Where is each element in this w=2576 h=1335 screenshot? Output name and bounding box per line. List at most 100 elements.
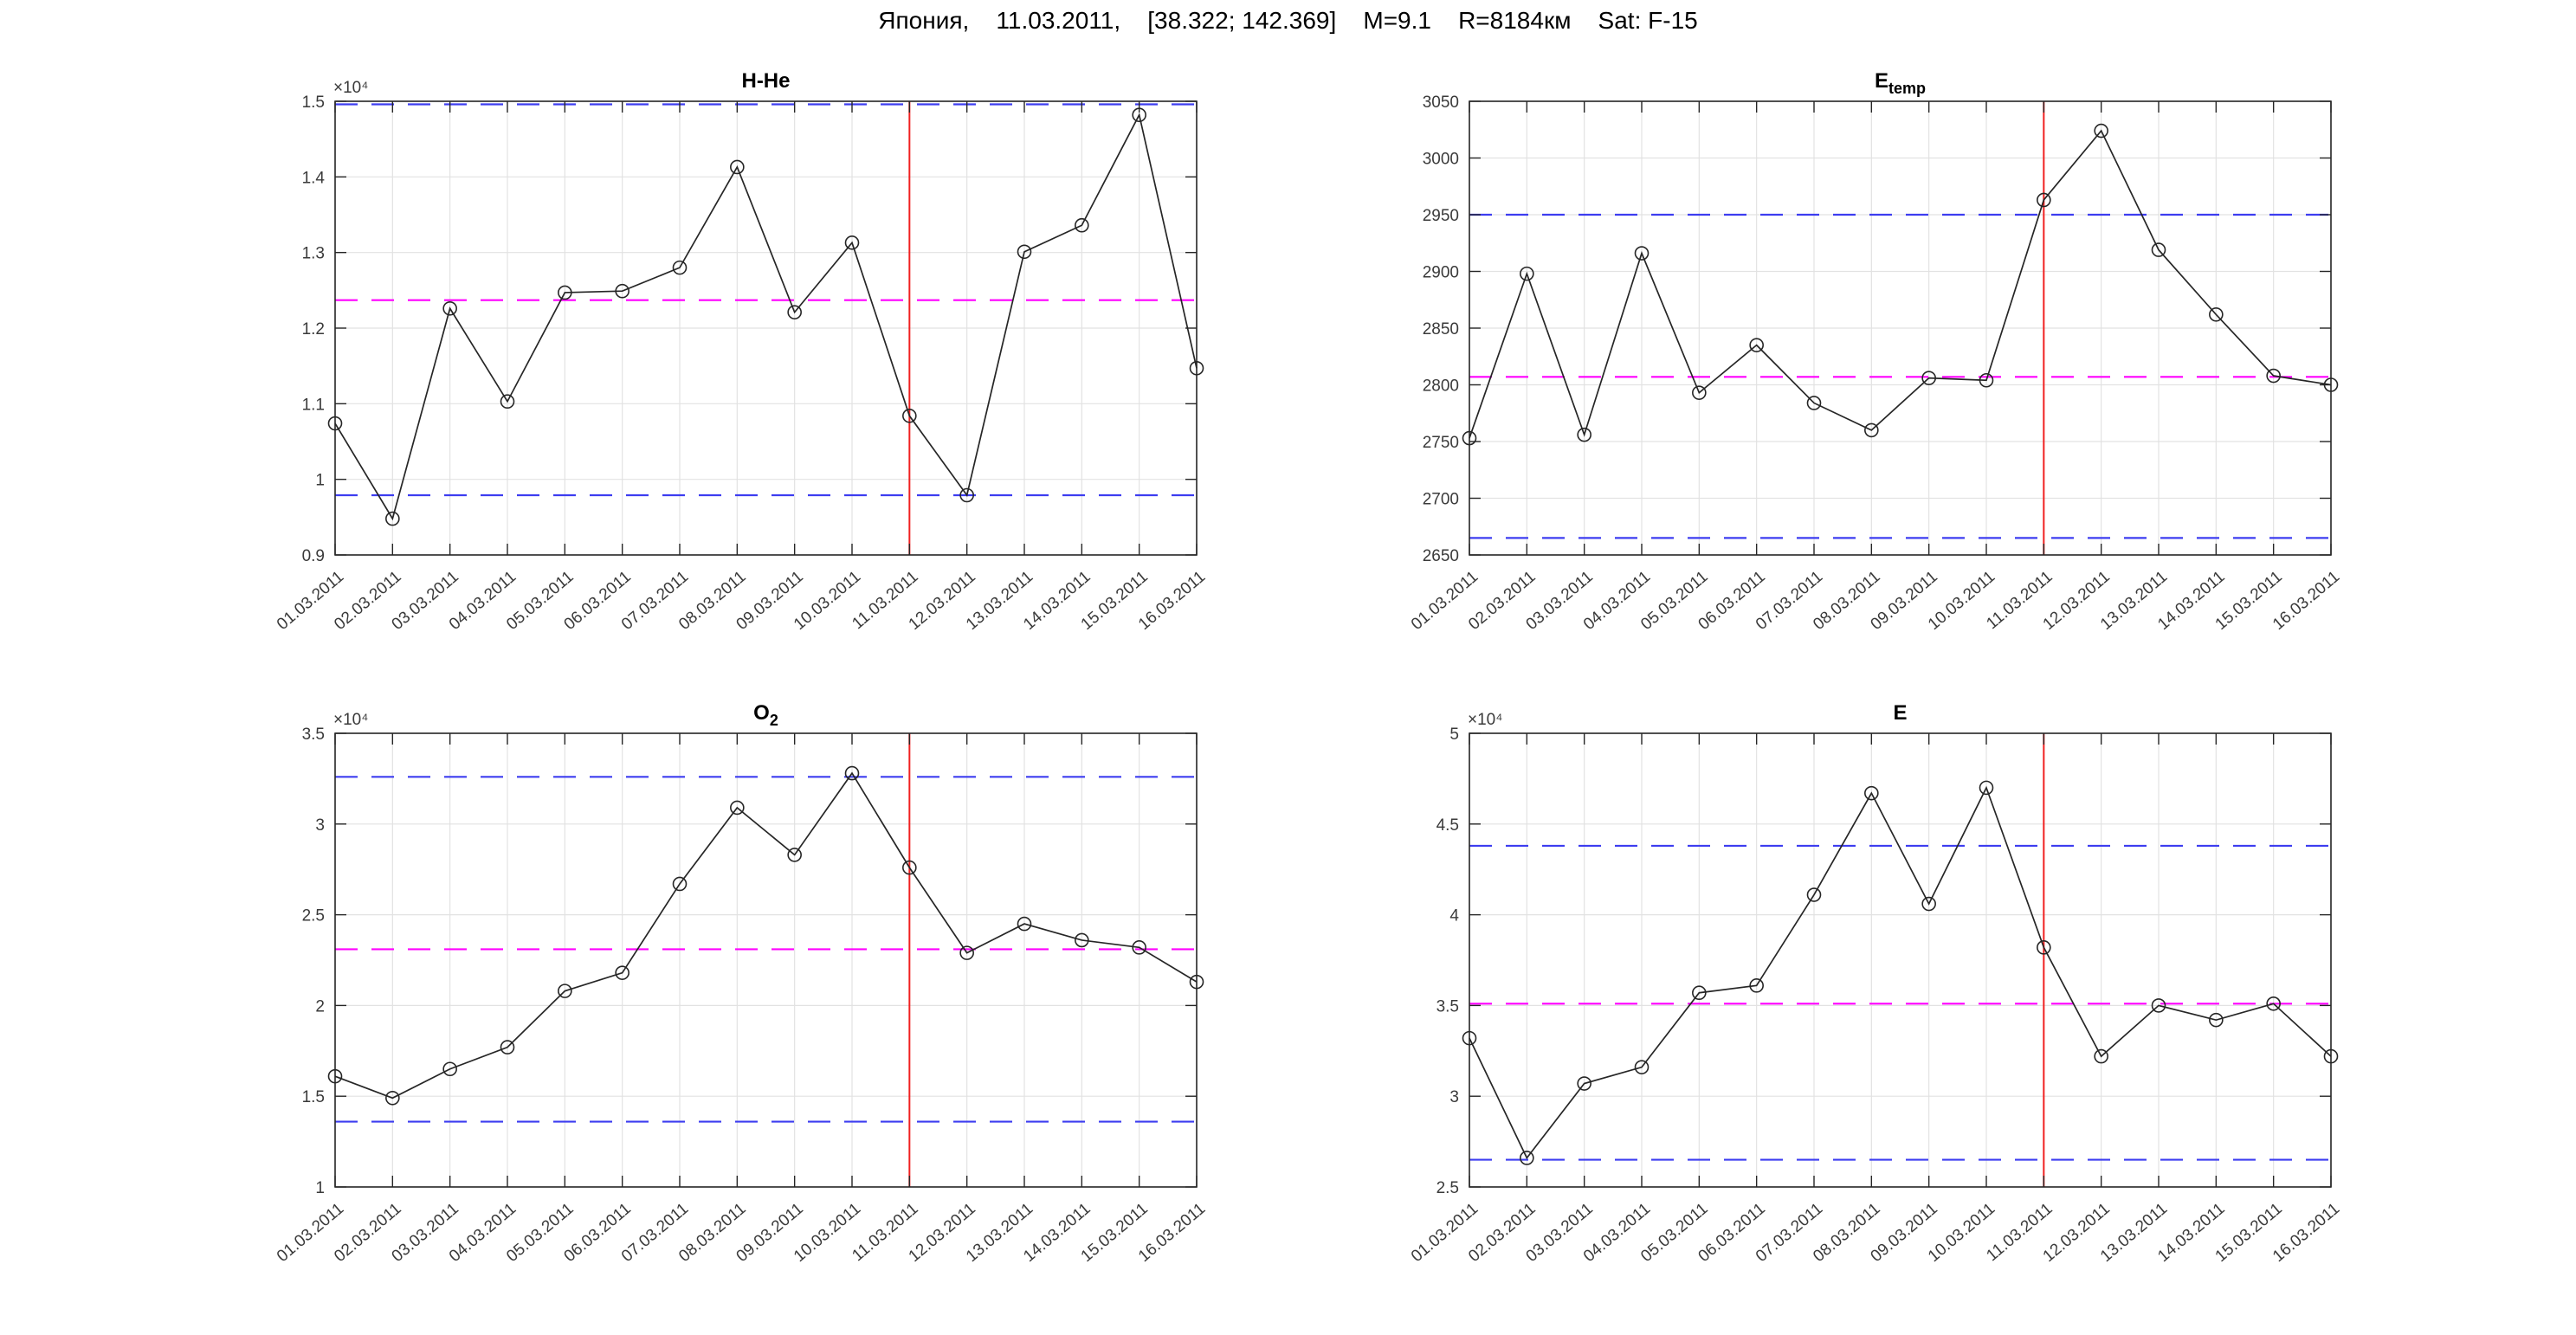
series-line — [1469, 129, 2332, 439]
y-tick-label: 1 — [315, 1179, 325, 1197]
data-point-marker — [672, 260, 688, 275]
axis-ticks — [1469, 100, 2332, 556]
series-line — [334, 113, 1198, 521]
y-tick-label: 1.3 — [302, 245, 325, 263]
data-point-marker — [1017, 244, 1032, 260]
y-tick-label: 2850 — [1423, 320, 1459, 339]
axis-box — [334, 732, 1198, 1188]
data-point-marker — [615, 283, 629, 299]
data-point-marker — [2094, 1048, 2108, 1064]
x-tick-labels: 01.03.201102.03.201103.03.201104.03.2011… — [274, 1200, 1209, 1266]
axis-box — [1469, 732, 2332, 1188]
y-tick-label: 2750 — [1423, 434, 1459, 452]
series-markers — [1462, 780, 2339, 1165]
threshold-lines — [1469, 213, 2331, 539]
data-point-marker — [1864, 422, 1879, 438]
data-point-marker — [500, 394, 515, 410]
data-point-marker — [1520, 1151, 1534, 1165]
chart-title-main: H-He — [741, 69, 790, 93]
axis-ticks — [334, 732, 1198, 1188]
data-point-marker — [1634, 1060, 1650, 1074]
data-point-marker — [385, 1090, 400, 1106]
chart-o-2: 1 1.5 2 2.5 3 3.5 01.03.201102.03.201103.03.20… — [274, 701, 1209, 1266]
y-tick-label: 2.5 — [302, 907, 325, 925]
y-tick-label: 3.5 — [302, 726, 325, 744]
y-tick-label: 2650 — [1423, 547, 1459, 565]
y-tick-label: 2800 — [1423, 377, 1459, 396]
y-tick-label: 1.5 — [302, 94, 325, 112]
y-gridlines — [1469, 100, 2331, 556]
data-point-marker — [385, 511, 400, 526]
data-point-marker — [1921, 896, 1936, 912]
data-point-marker — [1864, 785, 1879, 801]
chart-title-h-he: H-He — [741, 69, 790, 93]
data-point-marker — [672, 876, 688, 892]
data-point-marker — [787, 848, 802, 862]
chart-e-temp: 2650 2700 2750 2800 2850 2900 2950 3000 3050 01.0… — [1408, 69, 2343, 634]
data-point-marker — [730, 800, 745, 816]
data-point-marker — [902, 409, 917, 423]
axis-exponent-label: ×10⁴ — [333, 79, 368, 97]
data-point-marker — [730, 159, 745, 175]
y-tick-labels: 2650 2700 2750 2800 2850 2900 2950 3000 3050 — [1423, 94, 1459, 565]
data-point-marker — [2037, 940, 2051, 955]
data-point-marker — [1979, 372, 1994, 388]
chart-title-e-temp: Etemp — [1875, 69, 1926, 97]
y-tick-label: 2900 — [1423, 264, 1459, 282]
data-point-marker — [1132, 940, 1146, 955]
data-point-marker — [558, 285, 572, 300]
data-point-marker — [442, 1061, 457, 1077]
y-tick-label: 3 — [315, 816, 325, 835]
data-point-marker — [615, 965, 629, 980]
series-markers — [327, 765, 1204, 1106]
data-point-marker — [2094, 123, 2108, 139]
data-point-marker — [902, 860, 917, 875]
data-point-marker — [500, 1040, 515, 1054]
data-point-marker — [1979, 780, 1994, 796]
axis-exponent-label: ×10⁴ — [1468, 711, 1502, 729]
y-tick-label: 3 — [1449, 1088, 1459, 1106]
y-tick-label: 2 — [315, 997, 325, 1016]
y-tick-labels: 0.9 1 1.1 1.2 1.3 1.4 1.5 — [302, 94, 326, 565]
data-point-marker — [1749, 338, 1764, 352]
data-point-marker — [2037, 192, 2051, 208]
y-tick-label: 1 — [315, 472, 325, 490]
y-tick-label: 2950 — [1423, 207, 1459, 225]
data-point-marker — [1520, 266, 1534, 281]
axis-ticks — [334, 100, 1198, 556]
figure-title: Япония, 11.03.2011, [38.322; 142.369] M=… — [878, 7, 1698, 34]
chart-e: 2.5 3 3.5 4 4.5 5 01.03.201102.03.201103.03.20… — [1408, 701, 2343, 1266]
x-gridlines — [334, 733, 1198, 1187]
axis-exponent-label: ×10⁴ — [333, 711, 368, 729]
chart-title-subscript: 2 — [770, 712, 778, 729]
data-point-marker — [558, 984, 572, 998]
data-point-marker — [1692, 985, 1707, 1001]
data-point-marker — [1017, 916, 1032, 932]
series-markers — [327, 107, 1204, 526]
series-line — [1469, 785, 2332, 1160]
y-gridlines — [335, 732, 1197, 1188]
data-point-marker — [959, 487, 974, 503]
chart-title-main: E — [1875, 69, 1888, 93]
chart-title-main: E — [1893, 701, 1907, 725]
x-tick-labels: 01.03.201102.03.201103.03.201104.03.2011… — [1408, 1200, 2343, 1266]
y-tick-label: 2.5 — [1436, 1179, 1459, 1197]
chart-h-he: 0.9 1 1.1 1.2 1.3 1.4 1.5 01.03.201102.03.20110… — [274, 69, 1209, 634]
x-gridlines — [1469, 733, 2332, 1187]
data-point-marker — [1577, 1076, 1591, 1091]
data-point-marker — [1075, 932, 1089, 948]
y-gridlines — [335, 100, 1197, 556]
chart-title-main: O — [753, 701, 770, 725]
y-tick-label: 3000 — [1423, 151, 1459, 169]
data-point-marker — [787, 305, 802, 319]
y-tick-label: 2700 — [1423, 491, 1459, 509]
y-tick-label: 1.5 — [302, 1088, 325, 1106]
y-tick-label: 0.9 — [302, 547, 325, 565]
data-point-marker — [2151, 998, 2166, 1013]
data-point-marker — [844, 765, 860, 781]
data-point-marker — [844, 235, 860, 250]
y-tick-labels: 1 1.5 2 2.5 3 3.5 — [302, 726, 325, 1197]
y-gridlines — [1469, 732, 2331, 1188]
data-point-marker — [2151, 242, 2166, 257]
